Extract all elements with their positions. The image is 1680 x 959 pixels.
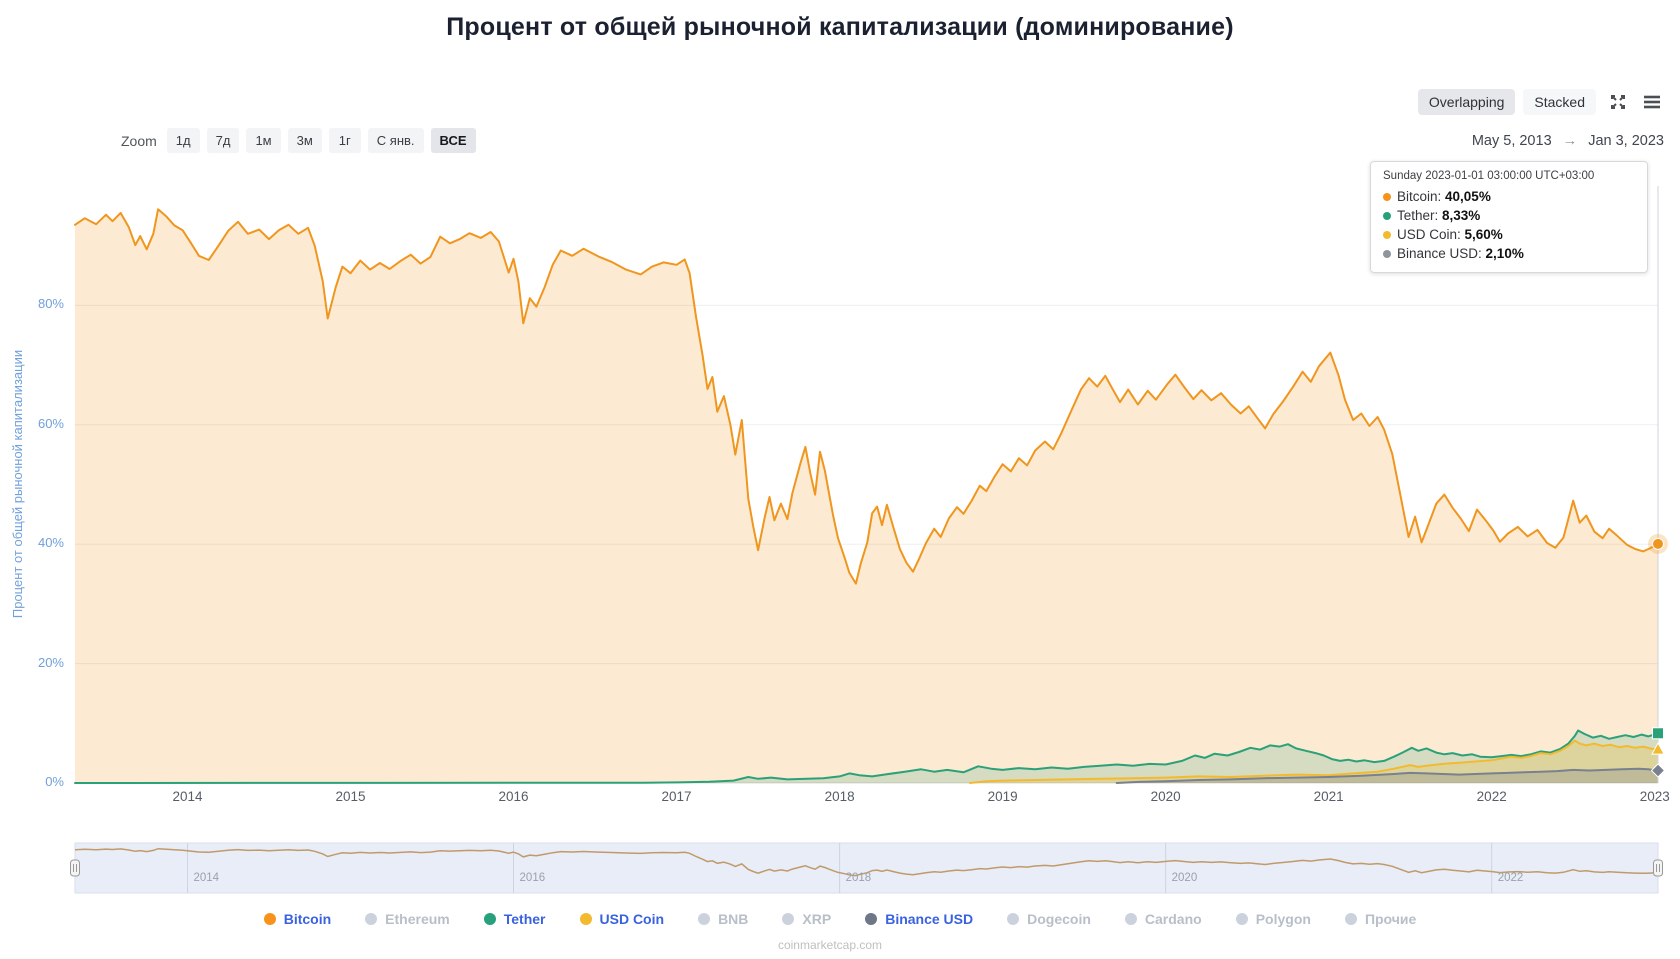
range-to[interactable]: Jan 3, 2023	[1588, 133, 1664, 149]
legend-item-usd-coin[interactable]: USD Coin	[579, 911, 665, 927]
legend-dot-icon	[483, 913, 496, 925]
y-axis-tick-80: 80%	[37, 296, 64, 312]
legend-label: Polygon	[1255, 911, 1311, 927]
legend-label: Ethereum	[385, 911, 450, 927]
x-axis-tick-2021: 2021	[1313, 789, 1344, 804]
chart-mode-controls: Overlapping Stacked	[1417, 89, 1664, 115]
y-axis-tick-20: 20%	[37, 654, 64, 670]
series-legend: Bitcoin Ethereum Tether USD Coin BNB XRP Binan…	[0, 911, 1680, 927]
zoom-button-group: 1д 7д 1м 3м 1г С янв. ВСЕ	[166, 128, 476, 153]
mode-button-stacked[interactable]: Stacked	[1523, 89, 1596, 115]
legend-item-прочие[interactable]: Прочие	[1344, 911, 1417, 927]
zoom-button-все[interactable]: ВСЕ	[430, 128, 476, 153]
legend-dot-icon	[782, 913, 795, 925]
zoom-button-3м[interactable]: 3м	[287, 128, 322, 153]
tooltip-series-dot-icon	[1383, 193, 1391, 201]
date-range[interactable]: May 5, 2013 → Jan 3, 2023	[1472, 133, 1664, 149]
mode-button-overlapping[interactable]: Overlapping	[1417, 89, 1516, 115]
legend-dot-icon	[865, 913, 878, 925]
navigator[interactable]	[70, 842, 1663, 894]
tooltip-row-bitcoin: Bitcoin: 40,05%	[1383, 187, 1635, 206]
legend-dot-icon	[1344, 913, 1357, 925]
tooltip-row-tether: Tether: 8,33%	[1383, 206, 1635, 225]
navigator-tick-2014: 2014	[193, 872, 220, 884]
x-axis-tick-2018: 2018	[824, 789, 855, 804]
legend-dot-icon	[365, 913, 378, 925]
zoom-controls: Zoom 1д 7д 1м 3м 1г С янв. ВСЕ	[121, 128, 476, 153]
tooltip-series-dot-icon	[1383, 250, 1391, 258]
y-axis-tick-40: 40%	[37, 535, 64, 551]
legend-label: Cardano	[1144, 911, 1202, 927]
zoom-button-с-янв.[interactable]: С янв.	[367, 128, 424, 153]
tooltip-rows: Bitcoin: 40,05% Tether: 8,33% USD Coin: 5,…	[1383, 187, 1635, 263]
x-axis-tick-2016: 2016	[498, 789, 529, 804]
navigator-right-handle[interactable]	[1653, 859, 1663, 877]
legend-dot-icon	[1007, 913, 1020, 925]
y-axis-tick-0: 0%	[45, 774, 64, 789]
page-title: Процент от общей рыночной капитализации …	[446, 13, 1234, 41]
legend-item-polygon[interactable]: Polygon	[1235, 911, 1311, 927]
zoom-button-1г[interactable]: 1г	[328, 128, 361, 153]
tooltip-row-binance-usd: Binance USD: 2,10%	[1383, 244, 1635, 263]
legend-label: BNB	[718, 911, 749, 927]
legend-dot-icon	[263, 913, 276, 925]
navigator-tick-2016: 2016	[519, 872, 546, 884]
navigator-tick-2020: 2020	[1171, 872, 1198, 884]
zoom-label: Zoom	[121, 132, 157, 149]
legend-label: Прочие	[1364, 911, 1417, 927]
y-axis-tick-60: 60%	[37, 415, 64, 431]
legend-label: XRP	[802, 911, 832, 927]
x-axis-tick-2015: 2015	[335, 789, 366, 804]
x-axis-tick-2014: 2014	[172, 789, 203, 804]
legend-item-bitcoin[interactable]: Bitcoin	[263, 911, 332, 927]
legend-label: USD Coin	[599, 911, 665, 927]
zoom-button-7д[interactable]: 7д	[206, 128, 240, 153]
legend-dot-icon	[1124, 913, 1137, 925]
legend-item-xrp[interactable]: XRP	[782, 911, 831, 927]
navigator-tick-2022: 2022	[1497, 872, 1524, 884]
range-from[interactable]: May 5, 2013	[1471, 133, 1552, 149]
legend-item-tether[interactable]: Tether	[483, 911, 546, 927]
range-arrow-icon: →	[1562, 133, 1578, 149]
legend-label: Bitcoin	[283, 911, 332, 927]
navigator-left-handle[interactable]	[70, 859, 80, 877]
legend-item-binance-usd[interactable]: Binance USD	[865, 911, 973, 927]
legend-dot-icon	[698, 913, 711, 925]
legend-dot-icon	[579, 913, 592, 925]
legend-item-ethereum[interactable]: Ethereum	[365, 911, 450, 927]
zoom-button-1м[interactable]: 1м	[246, 128, 281, 153]
legend-label: Binance USD	[885, 911, 974, 927]
x-axis-tick-2020: 2020	[1150, 789, 1181, 804]
legend-label: Dogecoin	[1027, 911, 1091, 927]
tooltip-date: Sunday 2023-01-01 03:00:00 UTC+03:00	[1383, 170, 1595, 182]
x-axis-tick-2022: 2022	[1476, 789, 1507, 804]
tooltip-row-usd-coin: USD Coin: 5,60%	[1383, 225, 1635, 244]
legend-label: Tether	[503, 911, 546, 927]
legend-item-bnb[interactable]: BNB	[698, 911, 748, 927]
tooltip-series-dot-icon	[1383, 231, 1391, 239]
navigator-tick-2018: 2018	[845, 872, 872, 884]
x-axis-tick-2017: 2017	[661, 789, 692, 804]
watermark: coinmarketcap.com	[777, 938, 883, 952]
x-axis-tick-2023: 2023	[1639, 789, 1670, 804]
legend-dot-icon	[1235, 913, 1248, 925]
zoom-button-1д[interactable]: 1д	[166, 128, 200, 153]
legend-item-dogecoin[interactable]: Dogecoin	[1007, 911, 1091, 927]
legend-item-cardano[interactable]: Cardano	[1124, 911, 1202, 927]
menu-icon[interactable]	[1640, 90, 1664, 114]
fullscreen-icon[interactable]	[1606, 90, 1630, 114]
mode-button-group: Overlapping Stacked	[1417, 89, 1596, 115]
chart-tooltip: Sunday 2023-01-01 03:00:00 UTC+03:00 Bit…	[1370, 161, 1648, 273]
y-axis-title: Процент от общей рыночной капитализации	[10, 349, 25, 619]
tooltip-series-dot-icon	[1383, 212, 1391, 220]
x-axis-tick-2019: 2019	[987, 789, 1018, 804]
